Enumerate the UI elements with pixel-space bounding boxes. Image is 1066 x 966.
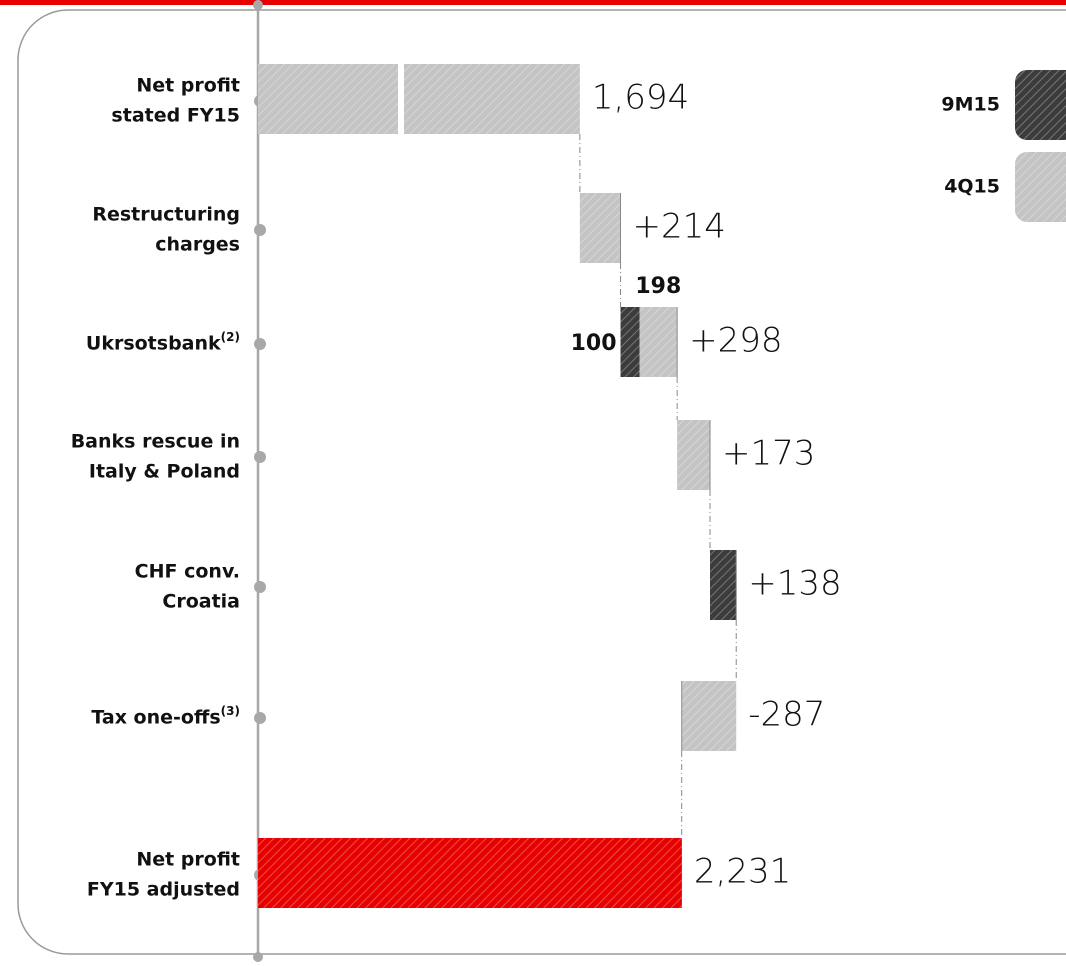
value-label: +138: [748, 564, 841, 604]
frame: [17, 9, 1066, 955]
category-label: Restructuring: [92, 204, 240, 226]
category-label: Ukrsotsbank(2): [86, 330, 240, 355]
value-label: 2,231: [694, 852, 791, 892]
axis-dot: [254, 581, 266, 593]
step-bar: [677, 420, 711, 490]
legend-swatch: [1015, 152, 1066, 222]
category-label: Tax one-offs(3): [91, 704, 240, 729]
category-label: Net profit: [136, 849, 240, 871]
axis-dot: [254, 451, 266, 463]
step-bar: [710, 550, 737, 620]
axis-dot: [254, 338, 266, 350]
legend-label: 4Q15: [944, 176, 1000, 198]
step-bar: [639, 307, 678, 377]
step-bar: [579, 193, 621, 263]
step-bar: [620, 307, 640, 377]
category-label: Croatia: [162, 591, 240, 613]
step-bar: [681, 681, 737, 751]
total-bar: [258, 838, 682, 908]
value-label: 1,694: [592, 78, 689, 118]
legend-swatch: [1015, 70, 1066, 140]
category-note: (2): [221, 330, 240, 344]
category-label: Banks rescue in: [71, 431, 240, 453]
axis-break: [398, 62, 404, 136]
category-label: FY15 adjusted: [87, 879, 240, 901]
axis-dot: [253, 952, 263, 962]
axis-dot: [253, 0, 263, 10]
axis-dot: [254, 224, 266, 236]
category-label: CHF conv.: [135, 561, 240, 583]
category-note: (3): [221, 704, 240, 718]
top-band: [0, 0, 1066, 5]
segment-label: 100: [571, 331, 617, 356]
value-label: +173: [722, 434, 815, 474]
category-label: charges: [155, 234, 240, 256]
category-label: Net profit: [136, 75, 240, 97]
value-label: -287: [748, 695, 825, 735]
category-label: stated FY15: [111, 105, 240, 127]
category-label: Italy & Poland: [89, 461, 240, 483]
segment-label: 198: [635, 274, 681, 299]
legend-label: 9M15: [941, 94, 1000, 116]
total-bar: [258, 64, 580, 134]
axis-dot: [254, 712, 266, 724]
value-label: +214: [633, 207, 726, 247]
value-label: +298: [689, 321, 782, 361]
